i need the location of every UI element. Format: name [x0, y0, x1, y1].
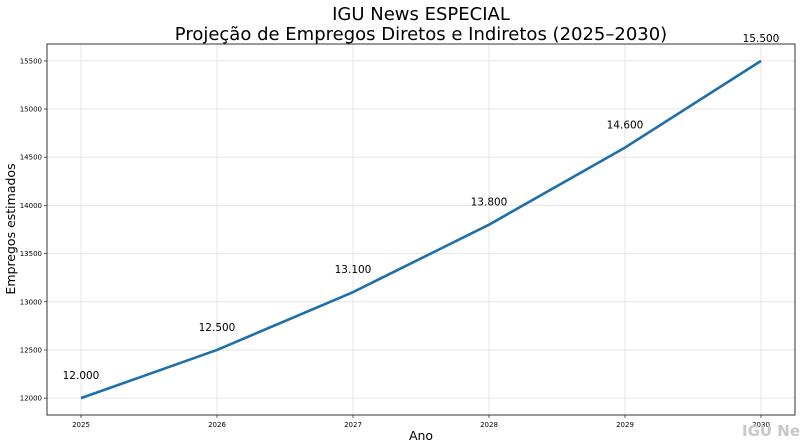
y-tick-label: 14500: [20, 154, 42, 162]
y-tick-label: 13000: [20, 298, 42, 306]
x-axis-label: Ano: [409, 428, 433, 443]
x-tick-label: 2029: [616, 421, 634, 429]
series-line: [80, 59, 762, 400]
x-tick-label: 2026: [208, 421, 226, 429]
y-axis-ticks: 12000 12500 13000 13500 14000 14500 15000 15500: [20, 57, 47, 403]
data-label: 14.600: [607, 120, 644, 132]
x-axis-ticks: 2025 2026 2027 2028 2029 2030: [72, 415, 770, 429]
data-label: 13.100: [335, 264, 372, 276]
series-layer: [80, 59, 762, 400]
data-label: 12.000: [63, 370, 100, 382]
watermark-text: IGU Ne: [742, 422, 800, 440]
data-labels: 12.000 12.500 13.100 13.800 14.600 15.500: [63, 33, 780, 382]
data-label: 12.500: [199, 322, 236, 334]
y-tick-label: 13500: [20, 250, 42, 258]
y-tick-label: 12000: [20, 395, 42, 403]
x-tick-label: 2027: [344, 421, 362, 429]
y-tick-label: 15000: [20, 106, 42, 114]
y-tick-label: 15500: [20, 57, 42, 65]
x-tick-label: 2028: [480, 421, 498, 429]
plot-frame: [46, 43, 796, 416]
data-label: 15.500: [743, 33, 780, 45]
y-axis-label: Empregos estimados: [3, 163, 18, 294]
y-tick-label: 12500: [20, 346, 42, 354]
x-tick-label: 2030: [752, 421, 770, 429]
data-label: 13.800: [471, 197, 508, 209]
chart-title-line1: IGU News ESPECIAL: [332, 4, 510, 25]
grid-lines: [47, 44, 795, 415]
x-tick-label: 2025: [72, 421, 90, 429]
y-tick-label: 14000: [20, 202, 42, 210]
chart-title-line2: Projeção de Empregos Diretos e Indiretos…: [175, 24, 667, 45]
